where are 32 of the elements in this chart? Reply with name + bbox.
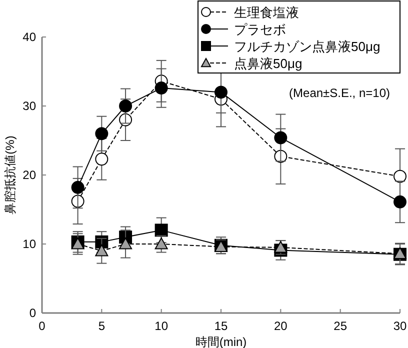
point (119, 238, 132, 250)
point (394, 170, 406, 183)
legend-label: 生理食塩液 (234, 5, 299, 20)
y-tick-label: 40 (22, 30, 36, 44)
legend-label: 点鼻液50μg (234, 56, 302, 71)
x-tick-label: 30 (393, 319, 407, 333)
point (214, 86, 228, 99)
x-tick-label: 15 (214, 319, 228, 333)
point (154, 224, 168, 237)
x-tick-label: 20 (274, 319, 288, 333)
annotation: (Mean±S.E., n=10) (289, 86, 390, 100)
x-tick-label: 25 (334, 319, 348, 333)
point (154, 82, 168, 95)
legend-label: フルチカゾン点鼻液50μg (234, 39, 380, 54)
point (274, 131, 288, 144)
point (119, 100, 132, 112)
legend-label: プラセボ (234, 22, 286, 37)
x-tick-label: 5 (98, 319, 106, 333)
point (394, 195, 406, 208)
y-tick-label: 0 (29, 306, 36, 320)
y-tick-label: 10 (22, 237, 36, 251)
y-tick-label: 20 (22, 168, 36, 182)
y-axis-title: 鼻腔抵抗値(%) (3, 136, 17, 214)
point (95, 152, 108, 166)
point (71, 238, 84, 250)
point (95, 244, 108, 256)
point (154, 238, 168, 250)
y-tick-label: 30 (22, 99, 36, 113)
point (71, 180, 84, 194)
point (95, 127, 108, 140)
x-tick-label: 10 (154, 319, 168, 333)
x-tick-label: 0 (38, 319, 46, 333)
